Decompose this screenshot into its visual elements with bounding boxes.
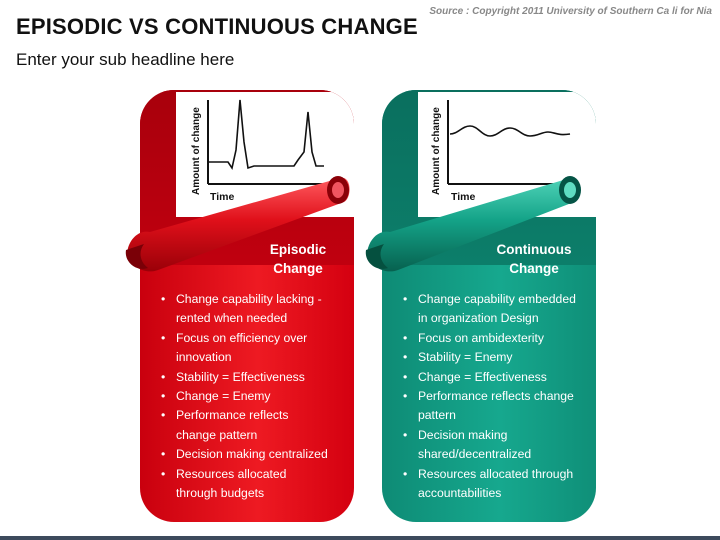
y-axis-label: Amount of change xyxy=(191,107,202,195)
list-item: change pattern xyxy=(176,427,258,442)
continuous-ribbon xyxy=(365,176,581,272)
list-item: Change capability lacking - xyxy=(154,290,350,310)
x-axis-label: Time xyxy=(210,191,234,203)
list-item: Resources allocated through xyxy=(396,465,592,485)
continuous-graph: Amount of change Time xyxy=(431,100,571,203)
list-item: Change = Effectiveness xyxy=(396,368,592,388)
source-note: Source : Copyright 2011 University of So… xyxy=(429,6,712,17)
y-axis-label: Amount of change xyxy=(431,107,442,195)
list-item: Performance reflects xyxy=(154,406,350,426)
continuous-bullet-list: Change capability embedded in organizati… xyxy=(396,290,592,503)
list-item: Performance reflects change xyxy=(396,387,592,407)
episodic-card-title: Episodic Change xyxy=(238,240,354,278)
episodic-ribbon xyxy=(125,176,350,272)
list-item: Stability = Enemy xyxy=(396,348,592,368)
list-item: shared/decentralized xyxy=(418,447,532,462)
list-item: pattern xyxy=(418,408,456,423)
x-axis-label: Time xyxy=(451,191,475,203)
list-item: Decision making xyxy=(396,426,592,446)
list-item: Change = Enemy xyxy=(154,387,350,407)
list-item: Decision making centralized xyxy=(154,445,350,465)
footer-bar xyxy=(0,536,720,540)
page-title: EPISODIC VS CONTINUOUS CHANGE xyxy=(16,14,418,39)
page-subtitle: Enter your sub headline here xyxy=(16,50,235,69)
list-item: in organization Design xyxy=(418,311,539,326)
episodic-bullet-list: Change capability lacking - rented when … xyxy=(154,290,350,503)
card-title-line: Change xyxy=(509,261,559,276)
episodic-graph: Amount of change Time xyxy=(191,99,326,203)
card-title-line: Continuous xyxy=(496,242,572,257)
list-item: rented when needed xyxy=(176,311,288,326)
list-item: innovation xyxy=(176,350,232,365)
list-item: through budgets xyxy=(176,486,265,501)
episodic-change-line xyxy=(209,99,324,171)
list-item: Focus on ambidexterity xyxy=(396,329,592,349)
list-item: Change capability embedded xyxy=(396,290,592,310)
list-item: Resources allocated xyxy=(154,465,350,485)
continuous-change-line xyxy=(449,125,571,137)
list-item: accountabilities xyxy=(418,486,502,501)
continuous-card-title: Continuous Change xyxy=(474,240,594,278)
list-item: Focus on efficiency over xyxy=(154,329,350,349)
list-item: Stability = Effectiveness xyxy=(154,368,350,388)
card-title-line: Episodic xyxy=(269,242,327,257)
card-title-line: Change xyxy=(273,261,323,276)
